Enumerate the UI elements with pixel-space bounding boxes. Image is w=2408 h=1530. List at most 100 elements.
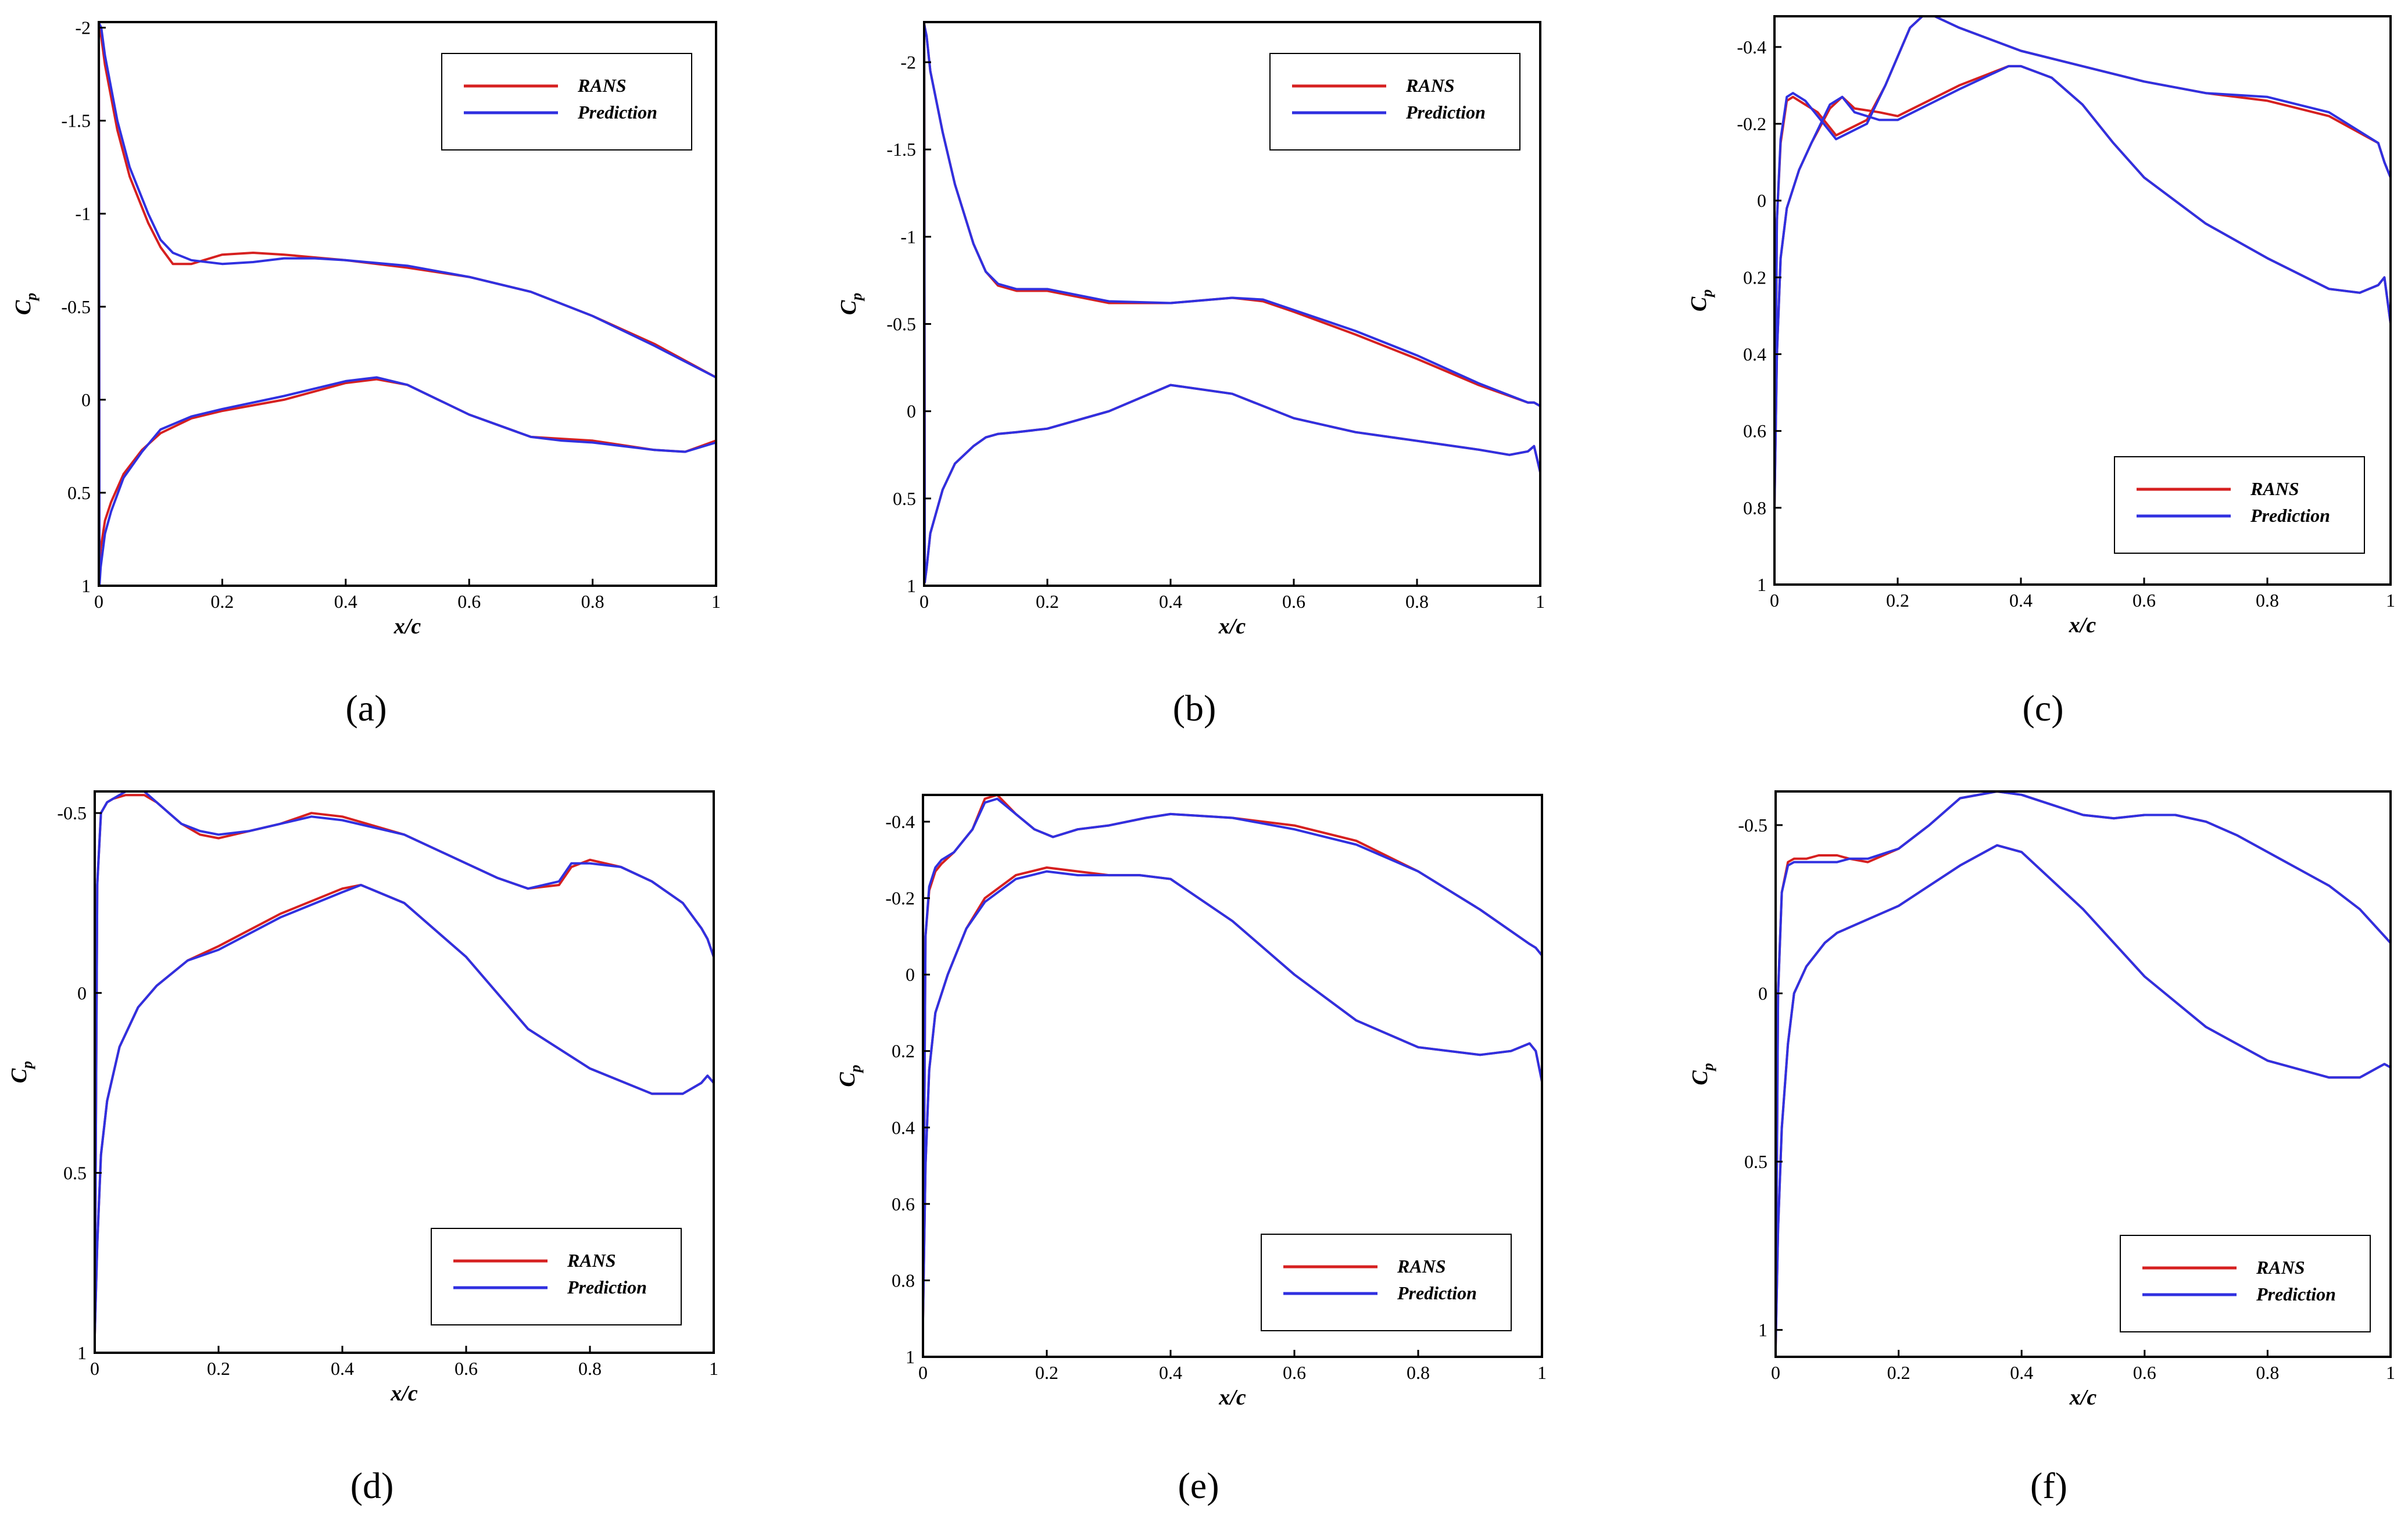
y-tick-label: -1.5	[886, 139, 916, 160]
panel-label: (c)	[2022, 687, 2063, 729]
y-axis-label-subscript: p	[19, 1061, 35, 1070]
x-tick-label: 0.6	[1282, 591, 1305, 612]
y-axis-label-subscript: p	[23, 293, 40, 302]
x-tick-label: 0.8	[2256, 1362, 2279, 1383]
x-tick-label: 0	[919, 591, 929, 612]
x-tick-label: 1	[2386, 590, 2395, 611]
y-axis-label-text: Cp	[11, 293, 40, 315]
legend-label-rans: RANS	[567, 1250, 616, 1271]
legend: RANS Prediction	[441, 53, 692, 151]
x-axis-label: x/c	[2069, 613, 2096, 637]
x-tick-label: 0	[918, 1362, 928, 1383]
x-tick-label: 0.4	[2009, 590, 2033, 611]
x-tick-label: 0.2	[1886, 590, 1909, 611]
y-tick-label: -0.2	[885, 888, 915, 909]
y-axis-label-subscript: p	[1699, 1063, 1716, 1072]
y-tick-label: 0.5	[1744, 1151, 1767, 1172]
x-tick-label: 0	[90, 1358, 99, 1379]
x-axis-label: x/c	[393, 614, 421, 639]
legend-box	[1269, 53, 1520, 151]
legend-label-prediction: Prediction	[567, 1277, 647, 1298]
legend-label-rans: RANS	[2256, 1257, 2305, 1278]
x-tick-label: 0.4	[1159, 1362, 1182, 1383]
x-tick-label: 1	[711, 591, 721, 612]
y-axis-label: Cp	[1688, 1063, 1716, 1085]
series-line-rans	[1773, 15, 2392, 509]
x-tick-label: 0.4	[331, 1358, 354, 1379]
y-tick-label: -0.4	[1737, 37, 1766, 58]
x-tick-label: 0.8	[1407, 1362, 1430, 1383]
x-tick-label: 0.4	[1159, 591, 1182, 612]
x-tick-label: 0.2	[1035, 1362, 1058, 1383]
y-axis-label-text: Cp	[835, 1065, 864, 1087]
plot-frame	[922, 794, 1543, 1358]
y-tick-label: -0.5	[57, 802, 87, 823]
legend-label-rans: RANS	[2250, 478, 2299, 499]
y-axis-label: Cp	[835, 1065, 864, 1087]
x-axis-label: x/c	[1218, 614, 1246, 639]
legend-box	[431, 1228, 682, 1325]
y-tick-label: 1	[77, 1342, 87, 1363]
plot-frame	[1774, 790, 2392, 1358]
x-tick-label: 1	[2386, 1362, 2395, 1383]
y-tick-label: 0	[906, 964, 915, 985]
legend-label-prediction: Prediction	[1397, 1282, 1477, 1303]
legend-label-prediction: Prediction	[1405, 102, 1486, 123]
series-line-prediction	[1773, 15, 2392, 509]
x-tick-label: 0.8	[578, 1358, 602, 1379]
y-tick-label: 0	[77, 983, 87, 1004]
plot-frame	[98, 21, 717, 587]
y-axis-label: Cp	[1687, 289, 1715, 311]
x-tick-label: 0.6	[2133, 590, 2156, 611]
series-line-prediction	[922, 797, 1543, 1320]
legend-box	[2120, 1235, 2371, 1332]
y-axis-label: Cp	[836, 293, 865, 315]
x-tick-label: 0	[1770, 590, 1779, 611]
y-tick-label: 0.2	[892, 1041, 915, 1062]
x-tick-label: 0.8	[1405, 591, 1429, 612]
legend-label-rans: RANS	[1397, 1256, 1446, 1277]
x-axis-label: x/c	[2069, 1385, 2097, 1410]
legend: RANS Prediction	[1269, 53, 1520, 151]
panel-label: (a)	[345, 687, 387, 729]
y-tick-label: -0.4	[885, 811, 915, 832]
y-tick-label: 0.5	[67, 482, 91, 503]
y-axis-label: Cp	[7, 1061, 35, 1083]
legend-box	[2114, 456, 2365, 554]
chart-panel-1: 0 0.2 0.4 0.6 0.8 1 -2 -1.5 -1 -0.5 0 0.5 1 x/c Cp RANS…	[11, 17, 721, 729]
y-tick-label: 0.2	[1743, 267, 1766, 288]
y-axis-label-subscript: p	[848, 293, 865, 302]
legend: RANS Prediction	[1261, 1234, 1512, 1331]
legend-label-rans: RANS	[577, 75, 627, 96]
y-tick-label: 0	[81, 389, 91, 410]
y-tick-label: 1	[1757, 574, 1766, 595]
y-tick-label: 0.8	[1743, 497, 1766, 518]
y-tick-label: -2	[75, 17, 91, 38]
panel-label: (b)	[1173, 687, 1216, 729]
y-tick-label: 1	[1758, 1320, 1767, 1341]
y-tick-label: -2	[900, 52, 916, 73]
y-axis-label-text: Cp	[836, 293, 865, 315]
y-tick-label: 0.4	[1743, 344, 1766, 365]
y-axis-label-text: Cp	[1688, 1063, 1716, 1085]
y-tick-label: -0.5	[61, 296, 91, 317]
x-tick-label: 1	[1537, 1362, 1547, 1383]
y-tick-label: -0.5	[886, 314, 916, 335]
chart-panel-3: 0 0.2 0.4 0.6 0.8 1 -0.4 -0.2 0 0.2 0.4 0.6 0.8 1 x/c C…	[1687, 15, 2395, 729]
y-tick-label: 1	[906, 1346, 915, 1367]
y-axis-label-text: Cp	[7, 1061, 35, 1083]
chart-panel-4: 0 0.2 0.4 0.6 0.8 1 -0.5 0 0.5 1 x/c Cp RANS Predicti…	[7, 790, 718, 1506]
y-tick-label: -0.5	[1738, 815, 1767, 836]
x-tick-label: 0.8	[581, 591, 604, 612]
panel-label: (d)	[350, 1465, 394, 1506]
legend-label-prediction: Prediction	[2256, 1284, 2336, 1305]
legend-box	[441, 53, 692, 151]
legend-label-prediction: Prediction	[2250, 505, 2330, 526]
y-tick-label: 0.6	[892, 1194, 915, 1214]
legend: RANS Prediction	[431, 1228, 682, 1325]
y-tick-label: 0	[907, 401, 916, 422]
x-tick-label: 1	[1536, 591, 1545, 612]
y-axis-label-text: Cp	[1687, 289, 1715, 311]
panel-label: (f)	[2030, 1465, 2067, 1506]
x-tick-label: 0.6	[457, 591, 481, 612]
